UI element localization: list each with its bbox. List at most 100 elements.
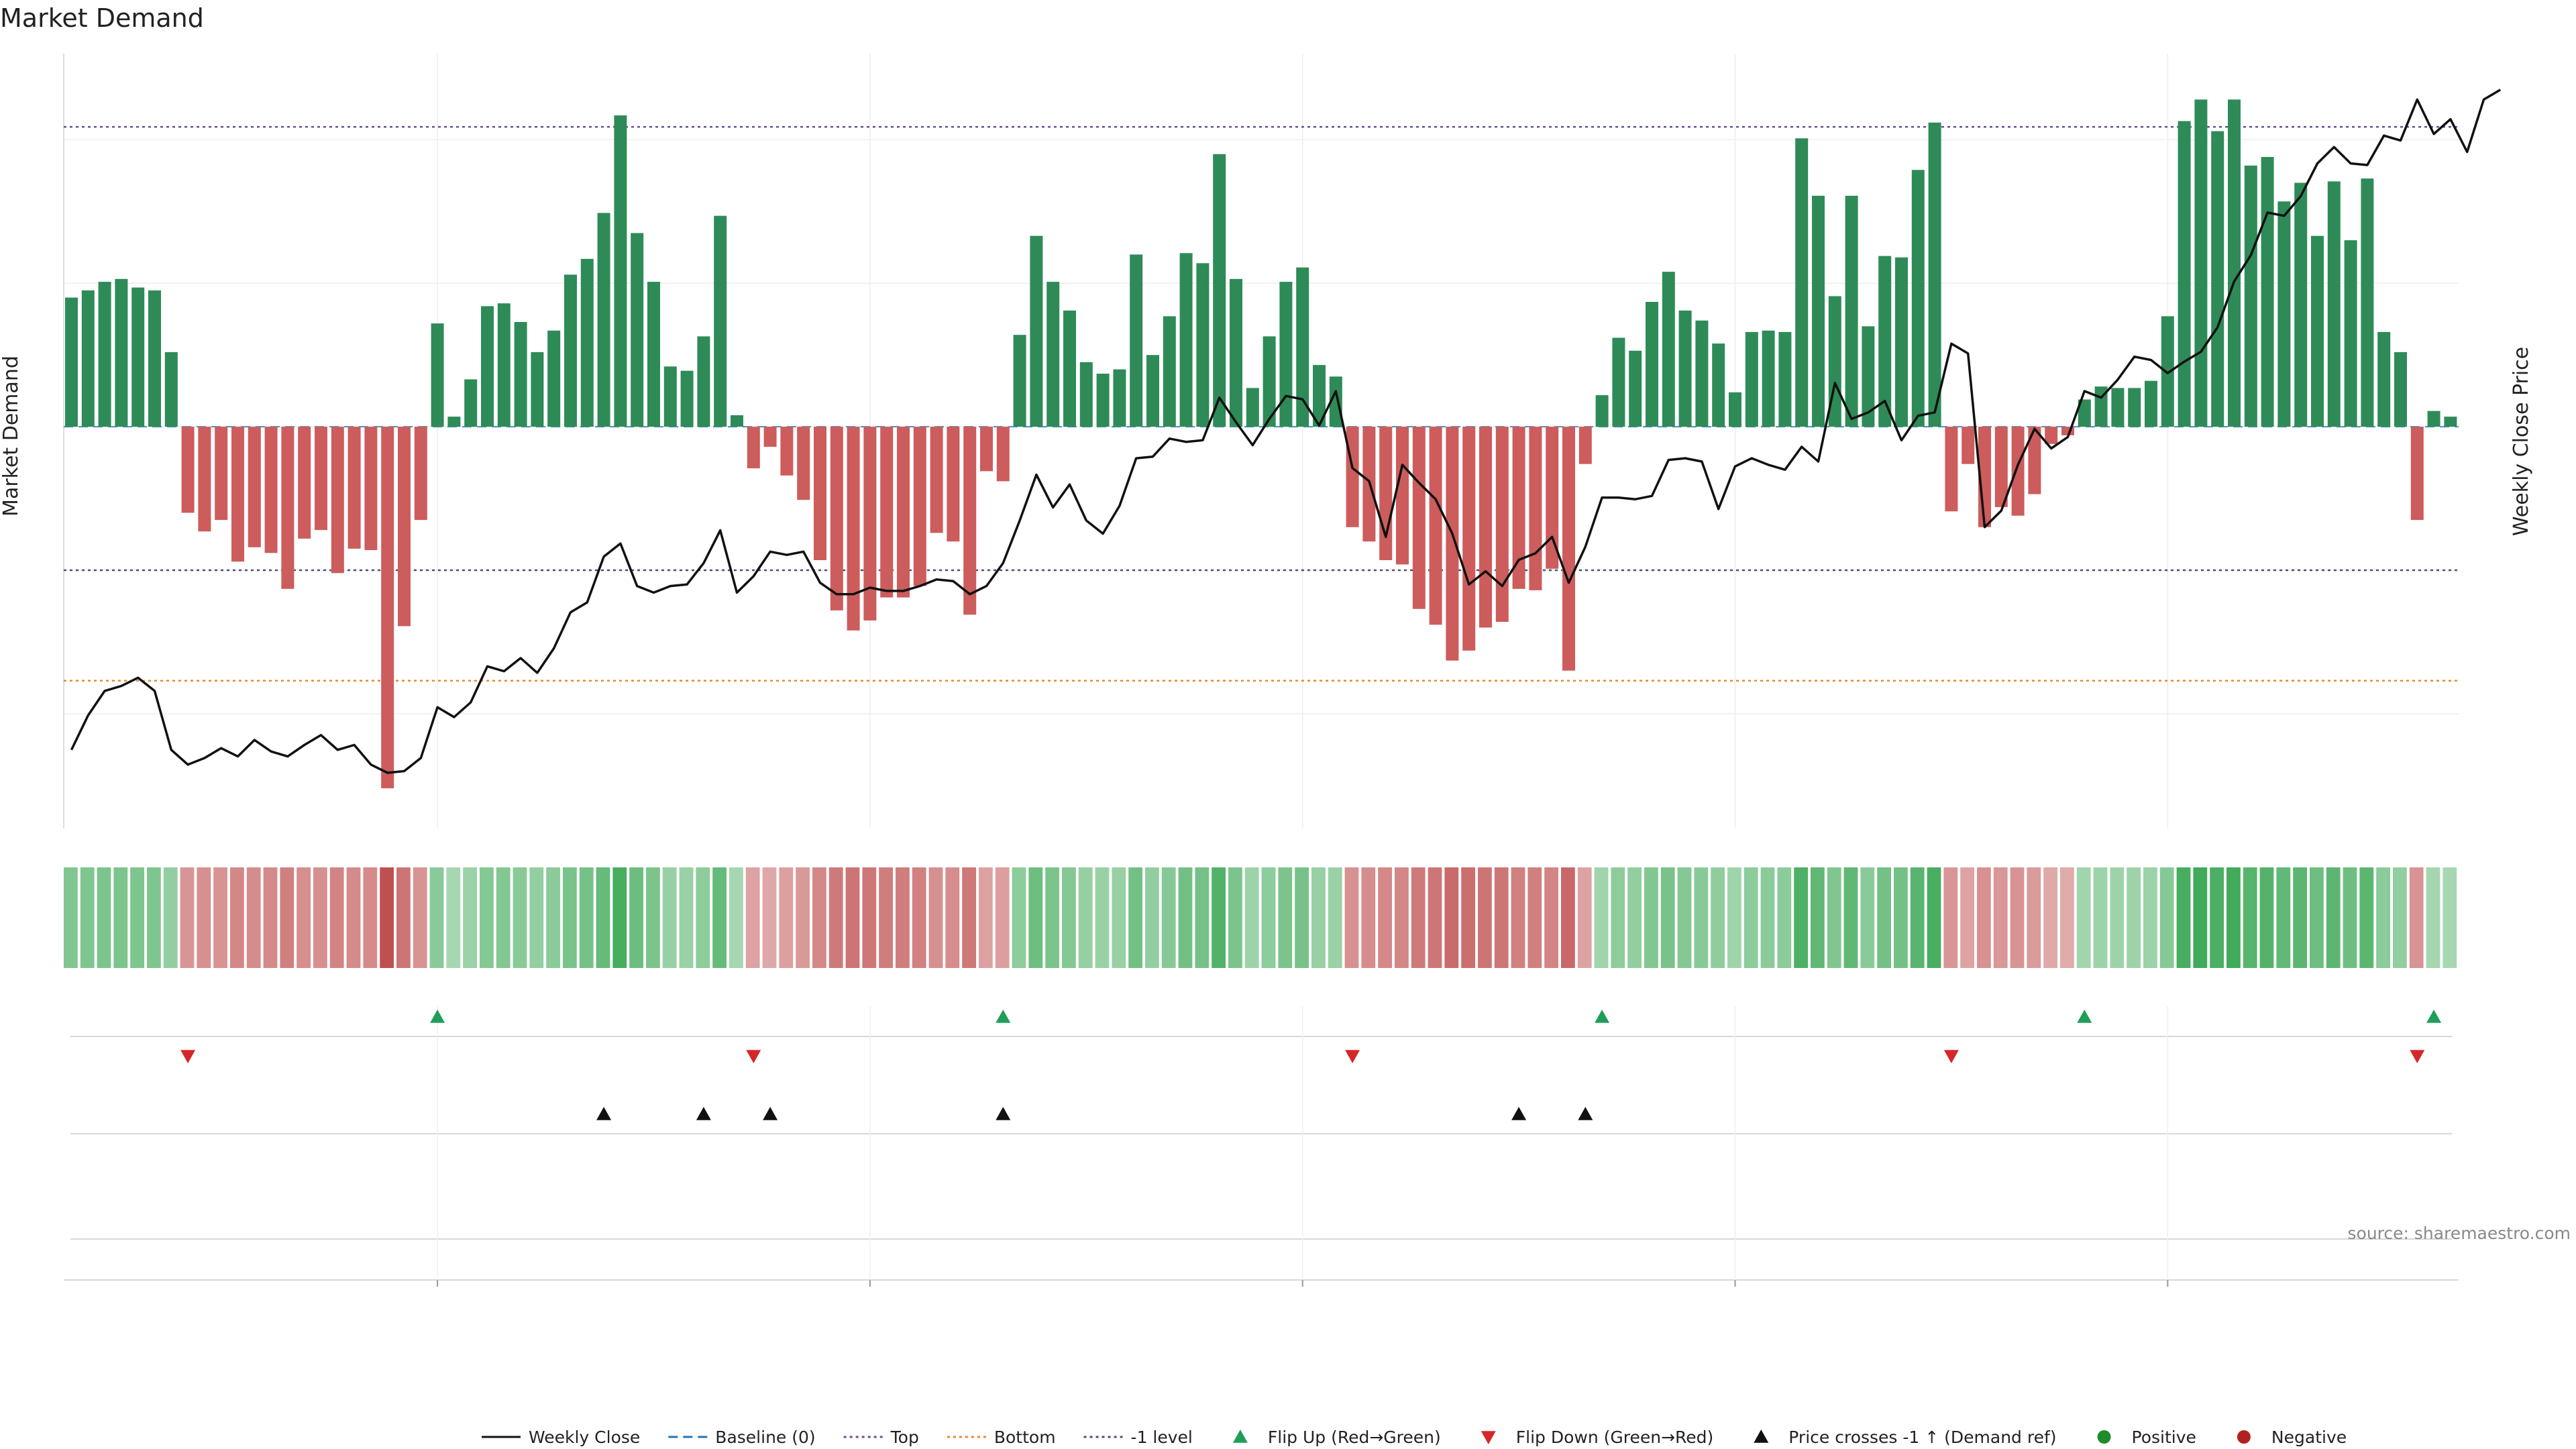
demand-bar-negative	[331, 427, 344, 574]
strip-cell	[2426, 867, 2440, 968]
price-cross-marker	[1578, 1107, 1593, 1120]
demand-bar-positive	[1113, 369, 1126, 427]
legend-item: Baseline (0)	[668, 1428, 816, 1447]
legend-marker-swatch	[1481, 1431, 1496, 1444]
demand-bar-positive	[547, 330, 561, 427]
demand-bar-negative	[747, 427, 760, 469]
demand-bar-positive	[1179, 253, 1193, 427]
strip-cell	[1943, 867, 1958, 968]
strip-cell	[1244, 867, 1259, 968]
strip-cell	[380, 867, 394, 968]
demand-bar-positive	[731, 415, 743, 427]
strip-cell	[828, 867, 843, 968]
strip-cell	[1078, 867, 1093, 968]
demand-bar-positive	[1096, 374, 1110, 427]
demand-bar-negative	[2045, 427, 2058, 444]
strip-cell	[1428, 867, 1442, 968]
strip-cell	[1843, 867, 1858, 968]
strip-cell	[2259, 867, 2274, 968]
demand-bar-negative	[215, 427, 228, 521]
legend-label: Flip Up (Red→Green)	[1268, 1428, 1441, 1447]
demand-colour-strip	[64, 867, 2457, 968]
strip-cell	[2326, 867, 2341, 968]
strip-cell	[662, 867, 677, 968]
demand-bar-positive	[1795, 138, 1809, 427]
legend-label: Top	[890, 1428, 919, 1447]
strip-cell	[729, 867, 743, 968]
demand-bar-positive	[1263, 336, 1276, 427]
strip-cell	[280, 867, 294, 968]
strip-cell	[2010, 867, 2025, 968]
demand-bar-negative	[1429, 427, 1442, 625]
strip-cell	[546, 867, 560, 968]
demand-bar-negative	[814, 427, 826, 560]
demand-bar-positive	[1213, 154, 1226, 427]
demand-bar-positive	[631, 233, 644, 427]
demand-bar-positive	[1030, 235, 1043, 427]
demand-bar-negative	[1446, 427, 1459, 661]
legend-label: -1 level	[1131, 1428, 1193, 1447]
strip-cell	[1977, 867, 1991, 968]
strip-cell	[1212, 867, 1226, 968]
strip-cell	[147, 867, 161, 968]
demand-bar-negative	[2011, 427, 2025, 516]
demand-bar-negative	[364, 427, 378, 550]
strip-cell	[1711, 867, 1725, 968]
strip-cell	[2076, 867, 2091, 968]
strip-cell	[230, 867, 244, 968]
demand-bar-positive	[1196, 263, 1210, 427]
strip-cell	[80, 867, 95, 968]
strip-cell	[1627, 867, 1642, 968]
strip-cell	[1112, 867, 1126, 968]
strip-cell	[579, 867, 594, 968]
legend-label: Price crosses -1 ↑ (Demand ref)	[1788, 1428, 2056, 1447]
strip-cell	[297, 867, 311, 968]
demand-bar-positive	[1646, 302, 1658, 427]
demand-bar-positive	[2228, 99, 2241, 427]
price-cross-marker	[596, 1107, 612, 1120]
demand-bar-positive	[2161, 316, 2174, 427]
demand-bar-positive	[1662, 272, 1675, 427]
strip-cell	[745, 867, 760, 968]
strip-cell	[1694, 867, 1709, 968]
strip-cell	[896, 867, 910, 968]
demand-bar-negative	[347, 427, 361, 549]
signal-grid	[64, 1006, 2459, 1281]
strip-cell	[1344, 867, 1359, 968]
strip-cell	[1910, 867, 1925, 968]
demand-bars	[65, 99, 2457, 789]
demand-bar-positive	[1130, 254, 1143, 427]
strip-cell	[1478, 867, 1492, 968]
demand-bar-positive	[1146, 355, 1159, 427]
flip-down-marker	[2410, 1050, 2425, 1063]
strip-cell	[197, 867, 211, 968]
demand-bar-positive	[614, 115, 627, 427]
demand-bar-positive	[697, 336, 710, 427]
demand-bar-positive	[2194, 99, 2208, 427]
strip-cell	[396, 867, 411, 968]
price-line-group	[70, 89, 2502, 774]
strip-cell	[1594, 867, 1609, 968]
legend-item: Weekly Close	[482, 1428, 640, 1447]
legend-label: Bottom	[994, 1428, 1056, 1447]
demand-bar-positive	[1812, 195, 1825, 427]
demand-bar-negative	[1495, 427, 1509, 622]
strip-cell	[2110, 867, 2125, 968]
demand-bar-positive	[2394, 352, 2407, 427]
demand-bar-negative	[198, 427, 211, 532]
demand-bar-positive	[1928, 122, 1941, 427]
strip-cell	[1677, 867, 1692, 968]
strip-cell	[463, 867, 477, 968]
flip-down-marker	[180, 1050, 196, 1063]
strip-cell	[679, 867, 694, 968]
strip-cell	[1794, 867, 1808, 968]
demand-bar-negative	[231, 427, 244, 562]
legend-item: Top	[843, 1428, 919, 1447]
strip-cell	[1395, 867, 1409, 968]
flip-down-marker	[746, 1050, 761, 1063]
demand-bar-positive	[647, 282, 660, 427]
demand-bar-positive	[497, 303, 511, 427]
demand-bar-positive	[1778, 331, 1792, 427]
strip-cell	[1328, 867, 1342, 968]
